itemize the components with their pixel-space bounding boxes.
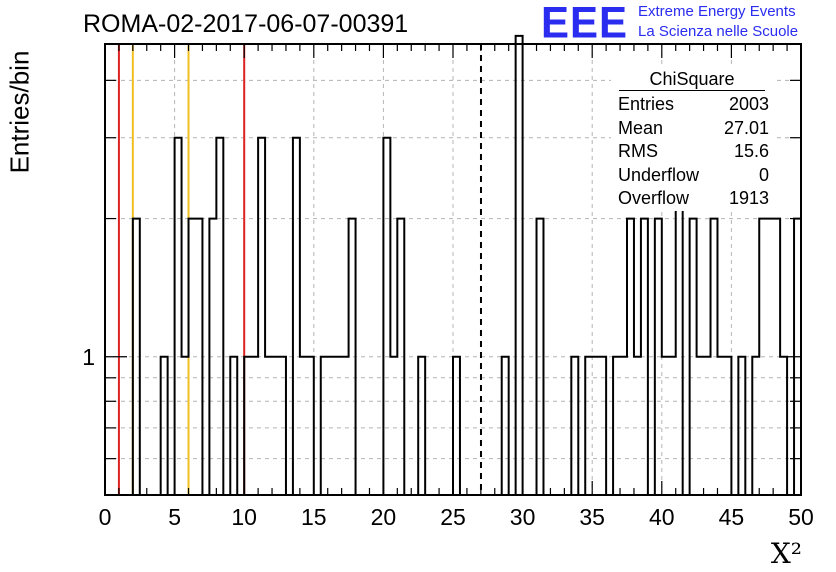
x-tick-label: 50	[788, 504, 814, 530]
histogram-bin	[383, 138, 390, 495]
x-tick-label: 10	[231, 504, 257, 530]
stats-value: 27.01	[723, 117, 769, 138]
stats-value: 0	[758, 164, 769, 185]
x-axis-label: X²	[770, 537, 802, 570]
histogram-bin	[516, 36, 523, 495]
x-tick-label: 5	[168, 504, 181, 530]
stats-value: 15.6	[733, 141, 769, 161]
logo-line-2: La Scienza nelle Scuole	[638, 23, 799, 40]
stats-label: Mean	[618, 117, 664, 138]
x-tick-label: 20	[371, 504, 397, 530]
stats-box: ChiSquare Entries 2003 Mean 27.01 RMS 15…	[611, 68, 773, 211]
x-tick-label: 25	[440, 504, 466, 530]
x-tick-label: 15	[301, 504, 327, 530]
x-tick-label: 40	[649, 504, 675, 530]
stats-value: 2003	[728, 94, 769, 114]
axis-ticks	[104, 44, 802, 496]
stats-box-title: ChiSquare	[619, 68, 765, 91]
histogram-line	[105, 34, 801, 496]
x-tick-label: 45	[719, 504, 745, 530]
histogram-bin	[216, 138, 223, 495]
histogram-bin	[258, 138, 265, 495]
stats-value: 1913	[728, 188, 769, 208]
x-tick-label: 0	[99, 504, 112, 530]
logo-line-1: Extreme Energy Events	[638, 3, 796, 20]
stats-row: Underflow 0	[611, 164, 773, 188]
stats-label: Overflow	[618, 188, 690, 208]
stats-row: Mean 27.01	[611, 117, 773, 141]
histogram-bin	[175, 138, 182, 495]
stats-label: Entries	[618, 94, 675, 114]
y-tick-label: 1	[82, 344, 95, 370]
stats-row: RMS 15.6	[611, 140, 773, 164]
tick-labels: 0 5 10 15 20 25 30 35 40 45 50 1	[82, 344, 814, 530]
x-tick-label: 35	[579, 504, 605, 530]
stats-label: Underflow	[618, 164, 700, 185]
y-axis-label: Entries/bin	[4, 50, 35, 174]
eee-logo: EEE	[541, 0, 629, 48]
histogram-bin	[293, 138, 300, 495]
stats-row: Overflow 1913	[611, 187, 773, 211]
stats-label: RMS	[618, 141, 658, 161]
chart-title: ROMA-02-2017-06-07-00391	[83, 10, 409, 38]
histogram-series	[105, 34, 801, 496]
stats-row: Entries 2003	[611, 93, 773, 117]
x-tick-label: 30	[510, 504, 536, 530]
